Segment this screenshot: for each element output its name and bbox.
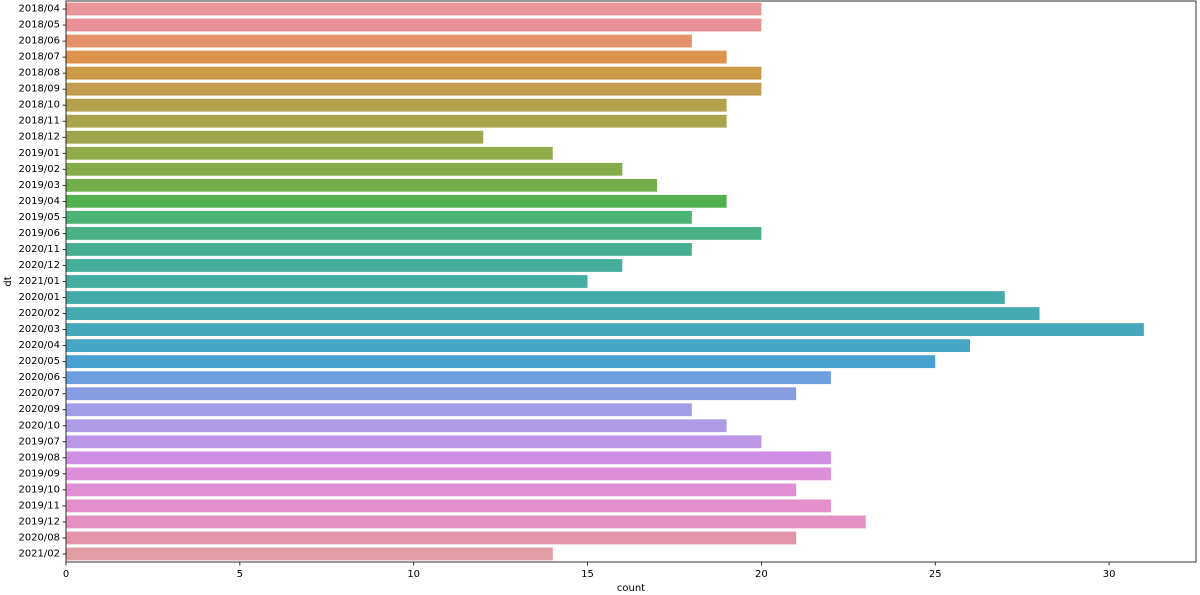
y-tick-label: 2020/09 bbox=[18, 404, 60, 415]
y-tick-label: 2018/10 bbox=[18, 100, 60, 111]
x-tick-label: 10 bbox=[407, 569, 420, 580]
x-tick-label: 5 bbox=[237, 569, 243, 580]
y-tick-label: 2019/10 bbox=[18, 484, 60, 495]
y-tick-label: 2019/08 bbox=[18, 452, 60, 463]
bar bbox=[66, 499, 831, 513]
bar bbox=[66, 467, 831, 481]
bar bbox=[66, 547, 553, 561]
bar bbox=[66, 435, 762, 449]
y-tick-label: 2019/07 bbox=[18, 436, 60, 447]
bar bbox=[66, 146, 553, 160]
y-tick-label: 2020/06 bbox=[18, 372, 60, 383]
plot-frame bbox=[65, 0, 1197, 563]
bar bbox=[66, 194, 727, 208]
y-tick-label: 2019/12 bbox=[18, 516, 60, 527]
x-tick-label: 25 bbox=[929, 569, 942, 580]
bar bbox=[66, 515, 866, 529]
bar bbox=[66, 227, 762, 240]
bar bbox=[66, 323, 1144, 336]
bar bbox=[66, 419, 727, 433]
x-axis-ticks: 0 5 10 15 20 25 30 bbox=[63, 562, 1116, 580]
y-tick-label: 2020/03 bbox=[18, 324, 60, 335]
bar bbox=[66, 114, 727, 128]
y-tick-label: 2018/11 bbox=[18, 116, 60, 127]
y-tick-label: 2018/05 bbox=[18, 20, 60, 31]
bar bbox=[66, 98, 727, 112]
bar bbox=[66, 371, 831, 385]
bar bbox=[66, 34, 692, 48]
y-tick-label: 2019/04 bbox=[18, 196, 60, 207]
bar bbox=[66, 451, 831, 465]
bar bbox=[66, 178, 658, 192]
y-tick-label: 2020/07 bbox=[18, 388, 60, 399]
y-tick-label: 2018/06 bbox=[18, 36, 60, 47]
y-tick-label: 2018/08 bbox=[18, 68, 60, 79]
y-tick-label: 2019/06 bbox=[18, 228, 60, 239]
bar bbox=[66, 50, 727, 64]
y-tick-label: 2020/12 bbox=[18, 260, 60, 271]
bars-group bbox=[66, 2, 1144, 561]
y-tick-label: 2021/02 bbox=[18, 548, 60, 559]
y-tick-label: 2020/10 bbox=[18, 420, 60, 431]
x-tick-label: 15 bbox=[581, 569, 594, 580]
y-tick-label: 2018/09 bbox=[18, 84, 60, 95]
bar bbox=[66, 66, 762, 80]
bar bbox=[66, 18, 762, 32]
bar bbox=[66, 403, 692, 417]
bar bbox=[66, 82, 762, 96]
y-tick-label: 2020/11 bbox=[18, 244, 60, 255]
x-tick-label: 0 bbox=[63, 569, 69, 580]
bar bbox=[66, 531, 797, 545]
bar bbox=[66, 387, 797, 401]
y-tick-label: 2019/01 bbox=[18, 148, 60, 159]
x-axis-label: count bbox=[617, 583, 645, 594]
bar bbox=[66, 275, 588, 288]
y-tick-label: 2019/09 bbox=[18, 468, 60, 479]
y-tick-label: 2019/11 bbox=[18, 500, 60, 511]
bar bbox=[66, 243, 692, 256]
bar bbox=[66, 307, 1040, 320]
bar bbox=[66, 355, 936, 369]
y-tick-label: 2019/02 bbox=[18, 164, 60, 175]
bar bbox=[66, 483, 797, 497]
y-tick-label: 2020/08 bbox=[18, 532, 60, 543]
y-tick-label: 2018/12 bbox=[18, 132, 60, 143]
y-tick-label: 2020/01 bbox=[18, 292, 60, 303]
y-tick-label: 2018/04 bbox=[18, 4, 60, 15]
y-tick-label: 2018/07 bbox=[18, 52, 60, 63]
y-tick-label: 2020/05 bbox=[18, 356, 60, 367]
bar bbox=[66, 2, 762, 16]
bar bbox=[66, 210, 692, 224]
bar bbox=[66, 291, 1005, 304]
bar bbox=[66, 339, 970, 353]
x-tick-label: 30 bbox=[1103, 569, 1116, 580]
y-tick-label: 2020/02 bbox=[18, 308, 60, 319]
y-tick-label: 2021/01 bbox=[18, 276, 60, 287]
bar bbox=[66, 130, 484, 144]
y-axis-ticks: 2018/04 2018/05 2018/06 2018/07 2018/08 2018/… bbox=[18, 4, 66, 559]
y-tick-label: 2019/03 bbox=[18, 180, 60, 191]
x-tick-label: 20 bbox=[755, 569, 768, 580]
bar bbox=[66, 259, 623, 272]
y-tick-label: 2020/04 bbox=[18, 340, 60, 351]
y-tick-label: 2019/05 bbox=[18, 212, 60, 223]
y-axis-label: dt bbox=[3, 276, 14, 286]
bar bbox=[66, 162, 623, 176]
